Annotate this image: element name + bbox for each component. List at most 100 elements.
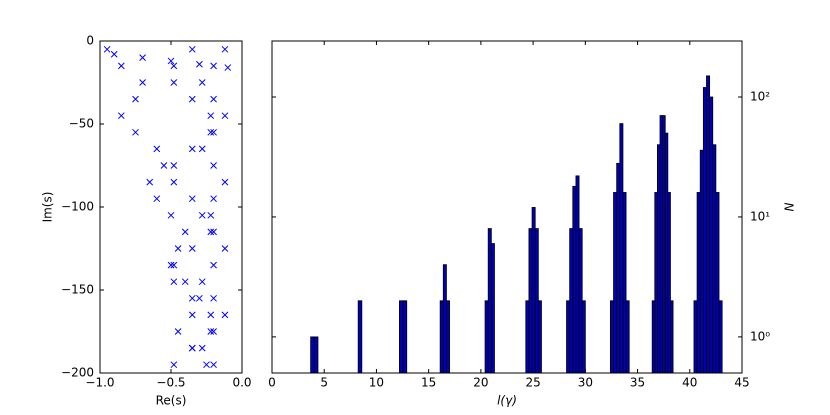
point — [117, 112, 125, 120]
point — [207, 211, 215, 219]
point — [207, 228, 215, 236]
y-tick-label: −100 — [61, 200, 94, 214]
point — [146, 178, 154, 186]
point — [198, 145, 206, 153]
y-tick-label: −50 — [69, 117, 94, 131]
x-tick-label: 35 — [630, 376, 645, 390]
x-tick-label: 30 — [578, 376, 593, 390]
point — [103, 45, 111, 53]
point — [207, 328, 215, 335]
bar — [313, 336, 319, 374]
x-tick-label: 5 — [320, 376, 328, 390]
bar — [667, 192, 671, 374]
point — [181, 278, 189, 286]
bar — [693, 300, 698, 374]
bar — [578, 228, 583, 374]
point — [110, 50, 118, 58]
bar — [357, 300, 363, 374]
bar — [622, 192, 627, 374]
y-tick-label: 10⁰ — [750, 329, 770, 343]
point — [117, 62, 125, 70]
point — [198, 278, 206, 286]
point — [170, 261, 178, 269]
x-tick-label: 45 — [734, 376, 749, 390]
x-tick-label: 15 — [421, 376, 436, 390]
bar — [487, 228, 492, 374]
bar — [446, 300, 450, 374]
point — [188, 245, 196, 252]
bar — [528, 228, 533, 374]
y-tick-label: −150 — [61, 283, 94, 297]
x-tick-label: −0.5 — [156, 376, 185, 390]
point — [210, 162, 217, 169]
bar — [625, 300, 630, 374]
point — [167, 57, 175, 65]
point — [153, 145, 161, 153]
point — [132, 128, 139, 136]
point — [198, 344, 206, 352]
point — [170, 361, 178, 369]
point — [210, 228, 217, 236]
point — [221, 112, 229, 120]
bar — [310, 336, 315, 374]
point — [170, 62, 178, 70]
x-tick-label: −1.0 — [85, 376, 114, 390]
bar — [709, 96, 714, 374]
x-tick-label: 25 — [525, 376, 540, 390]
point — [210, 361, 217, 369]
point — [221, 311, 229, 319]
point — [174, 328, 182, 335]
bar — [610, 300, 614, 374]
bar — [399, 300, 404, 374]
point — [210, 294, 217, 302]
point — [221, 245, 229, 252]
point — [174, 245, 182, 252]
bar — [439, 300, 444, 374]
x-tick-label: 40 — [682, 376, 697, 390]
bar — [572, 185, 577, 374]
y-tick-label: −200 — [61, 366, 94, 380]
x-axis-label: l(γ) — [497, 394, 517, 408]
y-tick-label: 10¹ — [750, 209, 770, 223]
bar — [534, 228, 539, 374]
point — [210, 261, 217, 269]
x-tick-label: 20 — [473, 376, 488, 390]
bar — [670, 300, 674, 374]
point — [196, 60, 203, 68]
point — [203, 361, 210, 369]
y-tick-label: 0 — [86, 34, 94, 48]
axes-frame — [99, 40, 243, 374]
point — [188, 344, 196, 352]
point — [188, 145, 196, 153]
point — [210, 62, 217, 70]
point — [188, 95, 196, 103]
point — [210, 128, 217, 136]
y-tick-label: 10² — [750, 89, 770, 103]
bar — [575, 175, 580, 374]
bar — [490, 243, 495, 374]
point — [207, 311, 215, 319]
point — [210, 328, 217, 335]
point — [196, 294, 203, 302]
point — [224, 64, 232, 71]
point — [153, 195, 161, 203]
point — [207, 112, 215, 120]
point — [207, 128, 215, 136]
bar — [712, 144, 717, 374]
x-tick-label: 0.0 — [232, 376, 251, 390]
y-axis-label: Im(s) — [41, 192, 55, 223]
point — [221, 178, 229, 186]
point — [198, 79, 206, 86]
point — [188, 294, 196, 302]
point — [198, 211, 206, 219]
bar — [696, 192, 701, 374]
point — [139, 79, 146, 86]
point — [188, 311, 196, 319]
bar — [442, 264, 447, 374]
point — [170, 162, 178, 169]
point — [139, 54, 146, 61]
point — [132, 95, 139, 103]
x-tick-label: 10 — [369, 376, 384, 390]
bar — [702, 87, 707, 374]
bar — [699, 149, 704, 374]
